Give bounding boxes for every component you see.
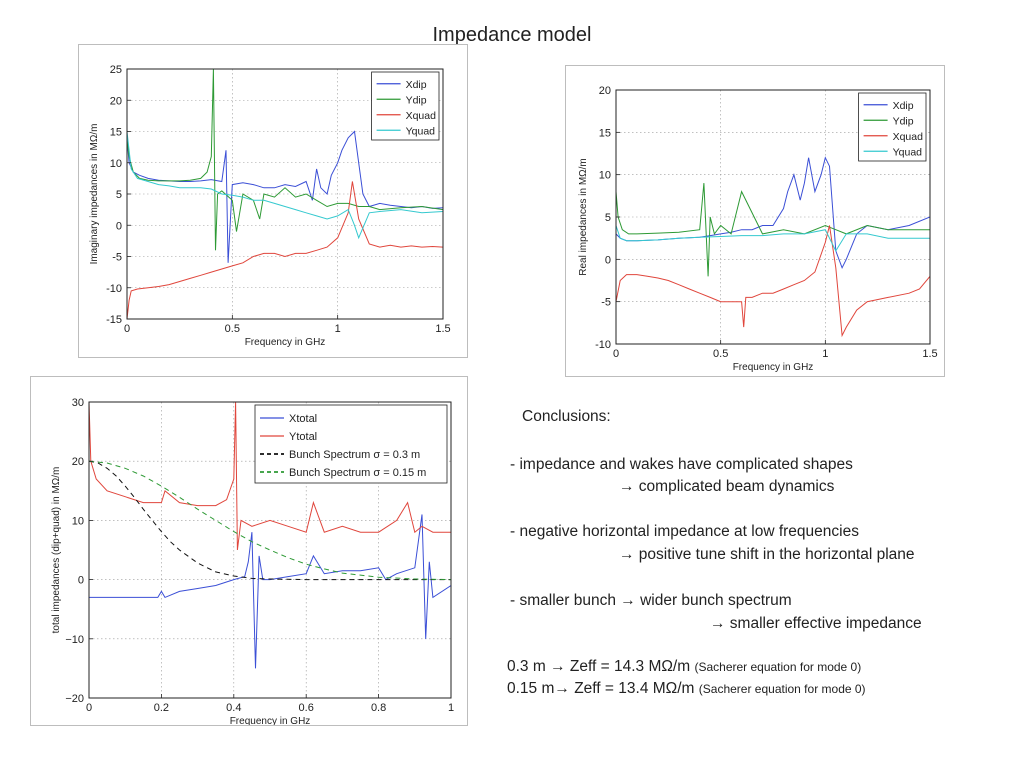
legend-label: Ydip: [406, 94, 427, 106]
conclusion-2: - negative horizontal impedance at low f…: [510, 523, 859, 540]
y-tick-label: 15: [599, 127, 611, 139]
x-axis-label: Frequency in GHz: [245, 337, 326, 348]
x-tick-label: 0.8: [371, 702, 386, 714]
series-line-real-2: [616, 225, 930, 338]
plot-frame: [88, 401, 452, 699]
legend-label: Xdip: [406, 79, 427, 91]
x-tick-label: 0.5: [225, 323, 240, 335]
total-impedance-figure: 0 0.2 0.4 0.6 0.8 1 −20 −10 0 10 20 30 Frequency in …: [30, 376, 468, 726]
legend-label: Ytotal: [289, 431, 317, 443]
series-line-total-0: [89, 514, 451, 669]
y-tick-label: -15: [106, 314, 122, 326]
x-tick-label: 0.2: [154, 702, 169, 714]
y-tick-label: 15: [110, 127, 122, 139]
y-axis-label: Real impedances in MΩ/m: [578, 158, 589, 276]
zeff-2-value: 0.15 m→ Zeff = 13.4 MΩ/m: [507, 680, 695, 697]
y-tick-label: 30: [72, 397, 84, 409]
x-tick-label: 0.6: [299, 702, 314, 714]
x-axis-label: Frequency in GHz: [733, 362, 814, 373]
x-tick-label: 0.4: [226, 702, 241, 714]
legend: Xdip Ydip Xquad Yquad: [371, 71, 440, 141]
series-line-total-3: [89, 460, 451, 581]
y-tick-label: 5: [605, 212, 611, 224]
zeff-line-2: 0.15 m→ Zeff = 13.4 MΩ/m (Sacherer equat…: [507, 680, 866, 698]
x-tick-label: 0.5: [713, 348, 728, 360]
legend-label: Yquad: [893, 146, 923, 158]
zeff-1-value: 0.3 m → Zeff = 14.3 MΩ/m: [507, 658, 691, 675]
conclusion-3-result: → smaller effective impedance: [710, 615, 922, 632]
y-tick-label: -5: [601, 297, 611, 309]
y-tick-label: -10: [595, 339, 611, 351]
y-tick-label: 20: [72, 456, 84, 468]
x-tick-label: 0: [124, 323, 130, 335]
x-tick-label: 1: [822, 348, 828, 360]
series-line-imag-1: [127, 69, 443, 251]
conclusion-2-result: → positive tune shift in the horizontal …: [619, 546, 915, 563]
x-tick-label: 0: [613, 348, 619, 360]
x-tick-label: 0: [86, 702, 92, 714]
x-tick-label: 1: [335, 323, 341, 335]
series-line-imag-3: [127, 131, 443, 240]
series-line-imag-0: [127, 130, 443, 263]
real-impedance-figure: 0 0.5 1 1.5 -10 -5 0 5 10 15 20 Frequency in GHz Rea…: [565, 65, 945, 377]
legend-label: Ydip: [893, 115, 914, 127]
series-line-total-2: [89, 460, 451, 581]
x-tick-label: 1.5: [922, 348, 937, 360]
y-axis-label: total impedances (dip+quad) in MΩ/m: [51, 467, 62, 634]
x-tick-label: 1.5: [435, 323, 450, 335]
imaginary-impedance-chart: 0 0.5 1 1.5 -15 -10 -5 0 5 10 15 20 25 Frequency in G…: [89, 64, 451, 348]
y-tick-label: 10: [110, 158, 122, 170]
total-impedance-chart: 0 0.2 0.4 0.6 0.8 1 −20 −10 0 10 20 30 Frequency in …: [51, 397, 454, 725]
legend-box: [254, 404, 448, 484]
y-tick-label: −20: [65, 693, 84, 705]
y-tick-label: 20: [110, 95, 122, 107]
series-line-real-1: [616, 183, 930, 277]
zeff-1-note: (Sacherer equation for mode 0): [694, 660, 862, 674]
legend-label: Bunch Spectrum σ = 0.3 m: [289, 449, 420, 461]
y-tick-label: 0: [116, 220, 122, 232]
x-tick-label: 1: [448, 702, 454, 714]
series-line-real-3: [616, 225, 930, 252]
series-line-total-1: [89, 402, 451, 551]
conclusions-heading: Conclusions:: [522, 408, 611, 425]
y-tick-label: 10: [72, 515, 84, 527]
conclusion-1: - impedance and wakes have complicated s…: [510, 456, 853, 473]
conclusion-1-result: → complicated beam dynamics: [619, 478, 835, 495]
y-tick-label: 10: [599, 170, 611, 182]
zeff-2-note: (Sacherer equation for mode 0): [698, 682, 866, 696]
legend-label: Bunch Spectrum σ = 0.15 m: [289, 467, 426, 479]
legend-label: Xquad: [406, 110, 437, 122]
imaginary-impedance-figure: 0 0.5 1 1.5 -15 -10 -5 0 5 10 15 20 25 Frequency in G…: [78, 44, 468, 358]
y-tick-label: 0: [78, 575, 84, 587]
y-tick-label: 25: [110, 64, 122, 76]
legend-label: Xtotal: [289, 413, 317, 425]
real-impedance-chart: 0 0.5 1 1.5 -10 -5 0 5 10 15 20 Frequency in GHz Rea…: [578, 85, 938, 373]
y-tick-label: 5: [116, 189, 122, 201]
y-tick-label: −10: [65, 634, 84, 646]
y-axis-label: Imaginary impedances in MΩ/m: [89, 124, 100, 265]
conclusion-3: - smaller bunch → wider bunch spectrum: [510, 592, 792, 609]
y-tick-label: -5: [112, 252, 122, 264]
legend-label: Xquad: [893, 131, 924, 143]
y-tick-label: 0: [605, 254, 611, 266]
y-tick-label: 20: [599, 85, 611, 97]
series-line-imag-2: [127, 181, 443, 319]
y-tick-label: -10: [106, 283, 122, 295]
series-line-real-0: [616, 156, 930, 270]
zeff-line-1: 0.3 m → Zeff = 14.3 MΩ/m (Sacherer equat…: [507, 658, 861, 676]
x-axis-label: Frequency in GHz: [230, 716, 311, 725]
legend-label: Yquad: [406, 125, 436, 137]
legend-label: Xdip: [893, 100, 914, 112]
slide-title: Impedance model: [432, 24, 592, 46]
legend: Xtotal Ytotal Bunch Spectrum σ = 0.3 m Bunc…: [254, 404, 448, 484]
legend: Xdip Ydip Xquad Yquad: [858, 92, 927, 162]
